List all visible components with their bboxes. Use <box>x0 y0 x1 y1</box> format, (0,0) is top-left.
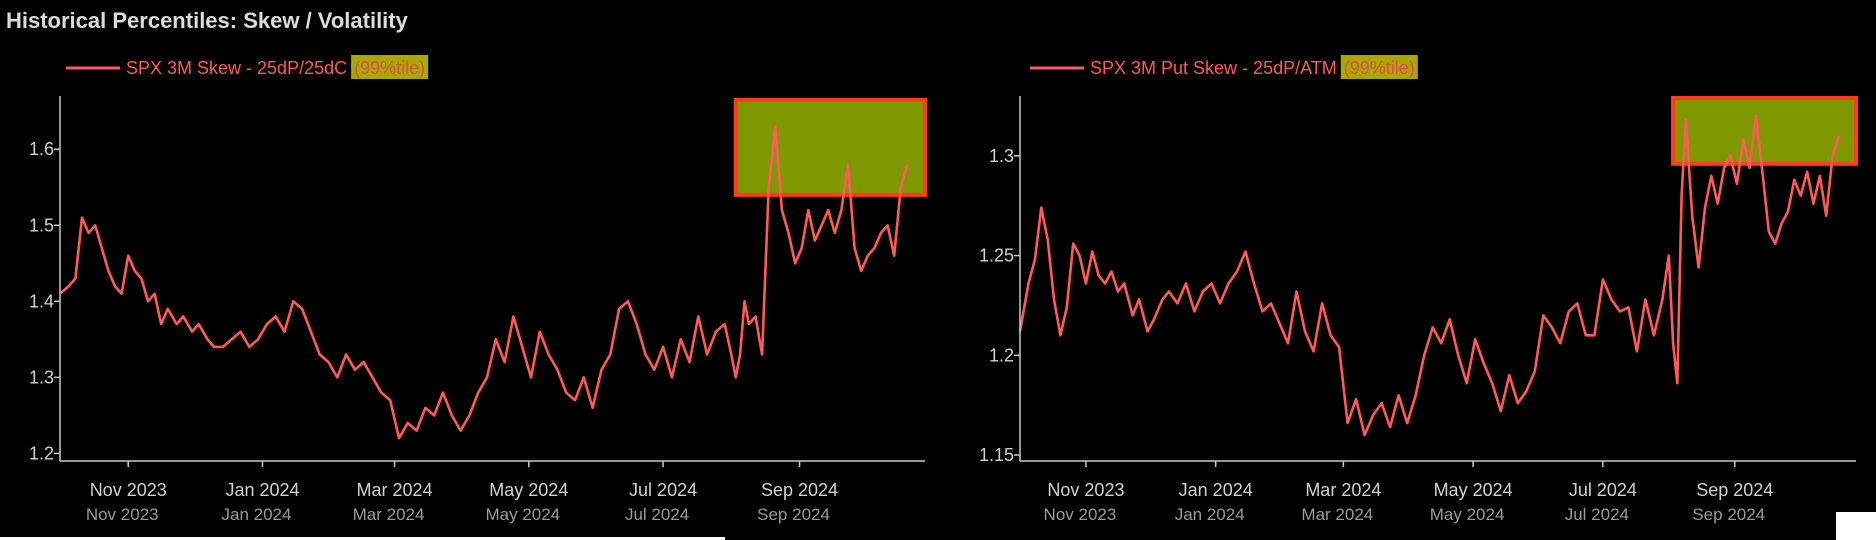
x-tick-label-duplicate: May 2024 <box>1430 505 1505 524</box>
y-tick-labels: 1.15 1.2 1.25 1.3 <box>979 146 1014 465</box>
x-tick-label: Nov 2023 <box>90 480 167 500</box>
x-tick-label-duplicate: Sep 2024 <box>1692 505 1765 524</box>
y-tick-marks <box>1014 155 1020 456</box>
y-tick-label: 1.4 <box>29 291 54 311</box>
y-tick-label: 1.6 <box>29 139 54 159</box>
percentile-badge: (99%tile) <box>1344 58 1415 78</box>
x-tick-label-duplicate: May 2024 <box>485 505 560 524</box>
y-tick-label: 1.2 <box>29 443 54 463</box>
y-tick-label: 1.5 <box>29 215 54 235</box>
x-tick-marks <box>1085 461 1736 467</box>
chart-left-skew: SPX 3M Skew - 25dP/25dC (99%tile) 1.2 1.3… <box>29 55 927 524</box>
highlight-rect <box>1671 95 1858 166</box>
x-tick-labels: Nov 2023 Jan 2024 Mar 2024 May 2024 Jul 2024… <box>1047 480 1773 500</box>
percentile-highlight-box <box>733 97 927 197</box>
y-tick-label: 1.25 <box>979 246 1014 266</box>
x-tick-label-duplicate: Jul 2024 <box>625 505 689 524</box>
x-tick-label: Mar 2024 <box>1305 480 1381 500</box>
x-tick-label-duplicate: Mar 2024 <box>1301 505 1373 524</box>
percentile-badge: (99%tile) <box>354 58 425 78</box>
y-tick-label: 1.3 <box>989 146 1014 166</box>
chart-right-legend: SPX 3M Put Skew - 25dP/ATM (99%tile) <box>1030 55 1418 79</box>
percentile-badge-background <box>1340 55 1418 79</box>
x-tick-label-duplicate: Sep 2024 <box>757 505 830 524</box>
x-tick-labels-duplicate: Nov 2023 Jan 2024 Mar 2024 May 2024 Jul 2024… <box>86 505 830 524</box>
series-line-skew-25dp-25dc <box>59 125 909 440</box>
x-tick-label: Jul 2024 <box>1569 480 1637 500</box>
y-tick-labels: 1.2 1.3 1.4 1.5 1.6 <box>29 139 54 463</box>
series-line-put-skew-25dp-atm <box>1018 114 1841 437</box>
x-tick-label: May 2024 <box>489 480 568 500</box>
percentile-highlight-box <box>1671 95 1858 166</box>
x-tick-label: Jan 2024 <box>1179 480 1253 500</box>
x-tick-label: May 2024 <box>1434 480 1513 500</box>
x-tick-label-duplicate: Jan 2024 <box>1175 505 1245 524</box>
x-tick-label: Nov 2023 <box>1047 480 1124 500</box>
x-tick-label: Mar 2024 <box>357 480 433 500</box>
x-tick-label-duplicate: Nov 2023 <box>86 505 159 524</box>
percentile-badge-background <box>351 55 429 79</box>
screenshot-edge-left <box>0 537 725 540</box>
x-tick-labels: Nov 2023 Jan 2024 Mar 2024 May 2024 Jul 2024… <box>90 480 838 500</box>
x-tick-label: Jul 2024 <box>629 480 697 500</box>
figure-title: Historical Percentiles: Skew / Volatilit… <box>6 8 409 33</box>
x-tick-label-duplicate: Mar 2024 <box>353 505 425 524</box>
x-tick-labels-duplicate: Nov 2023 Jan 2024 Mar 2024 May 2024 Jul 2024… <box>1044 505 1766 524</box>
x-tick-label: Sep 2024 <box>761 480 838 500</box>
legend-series-label: SPX 3M Skew - 25dP/25dC <box>126 58 347 78</box>
x-tick-label-duplicate: Jul 2024 <box>1565 505 1629 524</box>
y-tick-marks <box>54 148 60 455</box>
x-tick-label-duplicate: Nov 2023 <box>1044 505 1117 524</box>
legend-series-label: SPX 3M Put Skew - 25dP/ATM <box>1090 58 1337 78</box>
x-tick-label: Sep 2024 <box>1696 480 1773 500</box>
y-tick-label: 1.3 <box>29 367 54 387</box>
y-tick-label: 1.2 <box>989 345 1014 365</box>
screenshot-edge-right <box>1836 512 1876 540</box>
y-tick-label: 1.15 <box>979 445 1014 465</box>
x-tick-marks <box>127 461 801 467</box>
chart-right-put-skew: SPX 3M Put Skew - 25dP/ATM (99%tile) 1.1… <box>979 55 1858 524</box>
x-tick-label-duplicate: Jan 2024 <box>222 505 292 524</box>
highlight-rect <box>733 97 927 197</box>
x-tick-label: Jan 2024 <box>225 480 299 500</box>
chart-left-legend: SPX 3M Skew - 25dP/25dC (99%tile) <box>66 55 429 79</box>
